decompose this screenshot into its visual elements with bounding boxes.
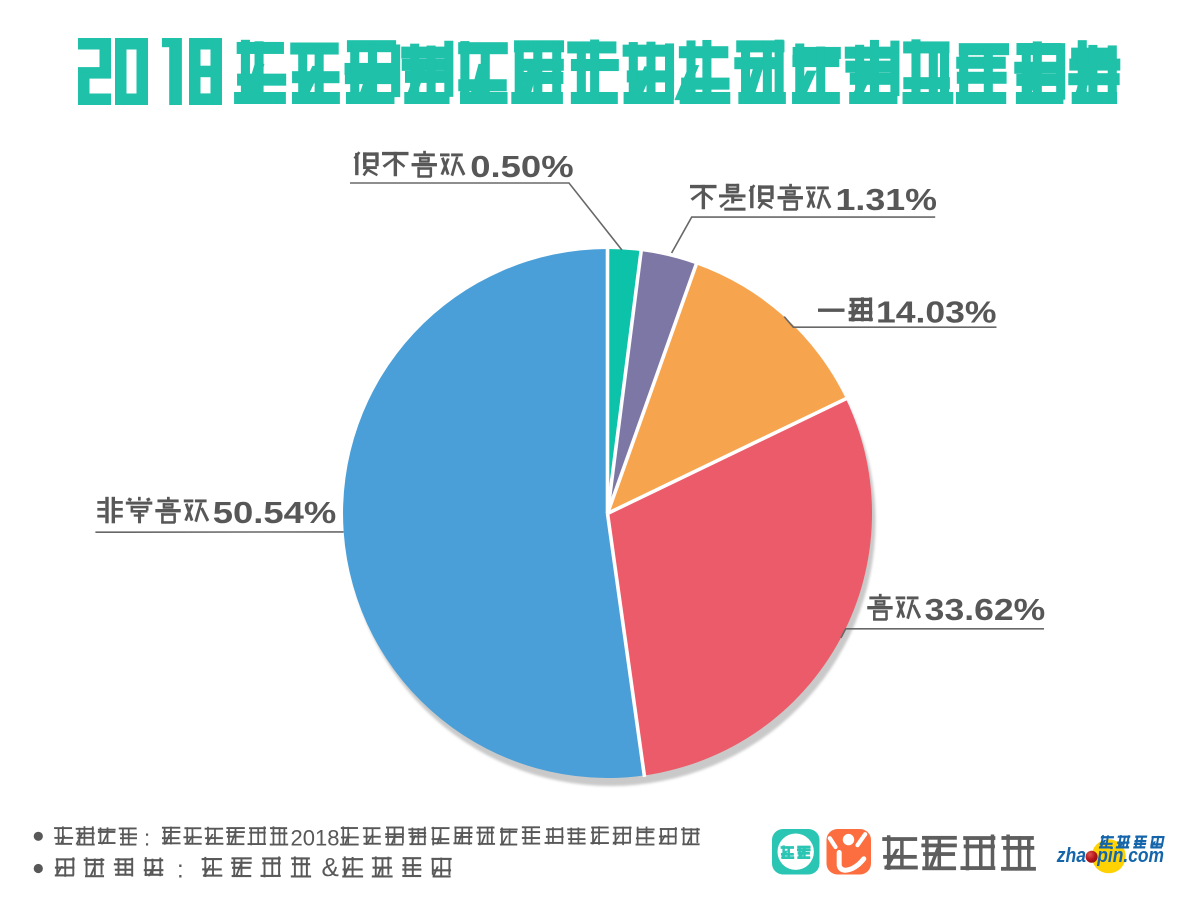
svg-text:zha: zha: [1056, 845, 1086, 867]
svg-text:1.31%: 1.31%: [836, 182, 938, 217]
svg-text:50.54%: 50.54%: [213, 495, 336, 530]
svg-text:0.50%: 0.50%: [470, 149, 573, 184]
svg-text::: :: [144, 826, 150, 851]
svg-text:14.03%: 14.03%: [876, 295, 997, 330]
svg-text:&: &: [322, 852, 339, 882]
svg-text:33.62%: 33.62%: [925, 592, 1045, 627]
svg-text:2018: 2018: [291, 826, 340, 851]
svg-text::: :: [177, 857, 184, 884]
svg-text:pin.com: pin.com: [1096, 845, 1164, 867]
